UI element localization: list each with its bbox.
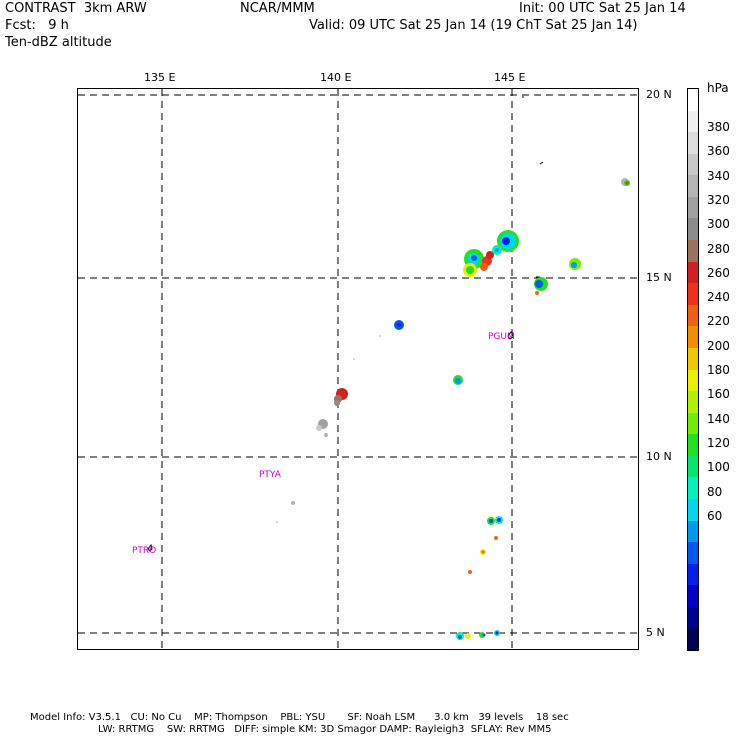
legend-label: 240 bbox=[707, 290, 730, 305]
legend-label: 60 bbox=[707, 508, 723, 523]
legend-swatch bbox=[688, 477, 698, 500]
station-label-ptro: PTRO bbox=[132, 546, 157, 556]
legend-swatch bbox=[688, 283, 698, 306]
echo-cells bbox=[276, 178, 630, 640]
forecast-hour: Fcst: 9 h bbox=[5, 18, 69, 33]
legend-swatch bbox=[688, 369, 698, 392]
legend-label: 180 bbox=[707, 363, 730, 377]
guam-outline bbox=[507, 331, 514, 340]
legend-swatch bbox=[688, 196, 698, 219]
legend-swatch bbox=[688, 175, 698, 198]
radar-map bbox=[77, 88, 639, 650]
legend-swatch bbox=[688, 110, 698, 133]
lat-label-10: 10 N bbox=[646, 450, 672, 463]
legend-swatch bbox=[688, 606, 698, 629]
lon-label-140: 140 E bbox=[320, 71, 352, 84]
legend-swatch bbox=[688, 153, 698, 176]
legend-swatch bbox=[688, 498, 698, 522]
legend-swatch bbox=[688, 542, 698, 565]
palau-outline bbox=[147, 543, 153, 552]
legend-label: 360 bbox=[707, 144, 730, 159]
legend-label: 280 bbox=[707, 241, 730, 256]
station-label-pgum: PGUM bbox=[488, 332, 515, 342]
lat-label-20: 20 N bbox=[646, 88, 672, 101]
legend-swatch bbox=[688, 240, 698, 263]
legend-label: 100 bbox=[707, 460, 730, 475]
model-title: CONTRAST 3km ARW bbox=[5, 1, 147, 16]
legend-swatch bbox=[688, 520, 698, 543]
legend-swatch bbox=[688, 347, 698, 370]
init-time: Init: 00 UTC Sat 25 Jan 14 bbox=[519, 1, 686, 16]
field-name: Ten-dBZ altitude bbox=[5, 35, 112, 50]
legend-label: 380 bbox=[707, 120, 730, 134]
legend-swatch bbox=[688, 391, 698, 414]
model-info-line2: LW: RRTMG SW: RRTMG DIFF: simple KM: 3D … bbox=[98, 724, 552, 735]
legend-unit: hPa bbox=[707, 81, 729, 95]
legend-swatch bbox=[688, 132, 698, 155]
legend-swatch bbox=[688, 261, 698, 284]
legend-label: 80 bbox=[707, 484, 723, 499]
legend-swatch bbox=[688, 89, 698, 112]
legend-label: 320 bbox=[707, 192, 730, 207]
organization: NCAR/MMM bbox=[240, 1, 315, 16]
lon-label-145: 145 E bbox=[494, 71, 526, 84]
legend-swatch bbox=[688, 455, 698, 478]
legend-swatch bbox=[688, 412, 698, 435]
valid-time: Valid: 09 UTC Sat 25 Jan 14 (19 ChT Sat … bbox=[309, 18, 638, 33]
legend-swatch bbox=[688, 585, 698, 608]
legend-label: 140 bbox=[707, 411, 730, 426]
graticule bbox=[78, 89, 638, 649]
legend-label: 220 bbox=[707, 314, 730, 329]
legend-swatch bbox=[688, 304, 698, 327]
legend-label: 340 bbox=[707, 168, 730, 183]
legend-label: 200 bbox=[707, 338, 730, 353]
legend-label: 120 bbox=[707, 435, 730, 450]
model-info-line1: Model Info: V3.5.1 CU: No Cu MP: Thompso… bbox=[30, 712, 569, 723]
coastlines bbox=[147, 96, 544, 552]
lon-label-135: 135 E bbox=[144, 71, 176, 84]
lat-label-5: 5 N bbox=[646, 626, 665, 639]
legend-label: 260 bbox=[707, 265, 730, 280]
color-legend bbox=[687, 88, 699, 651]
lat-label-15: 15 N bbox=[646, 271, 672, 284]
legend-swatch bbox=[688, 326, 698, 349]
legend-swatch bbox=[688, 628, 698, 651]
station-label-ptya: PTYA bbox=[259, 470, 281, 480]
island-outline-north bbox=[539, 161, 544, 165]
map-canvas bbox=[78, 89, 638, 649]
legend-swatch bbox=[688, 563, 698, 586]
legend-label: 300 bbox=[707, 217, 730, 232]
legend-swatch bbox=[688, 218, 698, 241]
legend-label: 160 bbox=[707, 387, 730, 402]
legend-swatch bbox=[688, 434, 698, 457]
